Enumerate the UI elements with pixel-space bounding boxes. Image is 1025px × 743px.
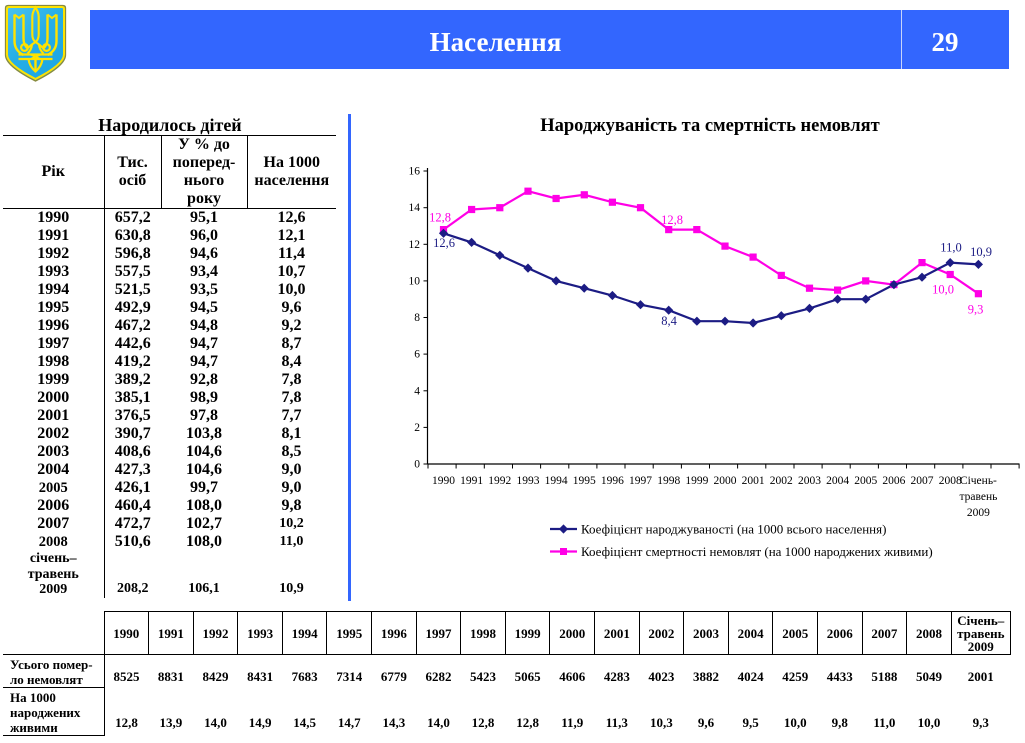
svg-text:1997: 1997 bbox=[629, 475, 652, 487]
svg-text:1996: 1996 bbox=[601, 475, 624, 487]
svg-text:8: 8 bbox=[414, 312, 420, 324]
svg-text:2009: 2009 bbox=[967, 507, 990, 519]
svg-text:2: 2 bbox=[414, 422, 420, 434]
svg-text:1995: 1995 bbox=[573, 475, 596, 487]
svg-text:1991: 1991 bbox=[460, 475, 483, 487]
svg-text:2008: 2008 bbox=[939, 475, 962, 487]
svg-text:12,8: 12,8 bbox=[429, 211, 451, 225]
svg-text:2004: 2004 bbox=[826, 475, 849, 487]
svg-text:16: 16 bbox=[409, 166, 421, 178]
svg-text:12,6: 12,6 bbox=[433, 236, 455, 250]
svg-text:2005: 2005 bbox=[854, 475, 877, 487]
svg-text:2002: 2002 bbox=[770, 475, 793, 487]
svg-text:2006: 2006 bbox=[882, 475, 905, 487]
svg-text:1992: 1992 bbox=[488, 475, 511, 487]
svg-text:2007: 2007 bbox=[911, 475, 934, 487]
svg-text:10: 10 bbox=[409, 275, 421, 287]
svg-text:травень: травень bbox=[959, 491, 997, 503]
svg-text:10,0: 10,0 bbox=[932, 283, 954, 297]
svg-text:Коефіцієнт народжуваності (на: Коефіцієнт народжуваності (на 1000 всьог… bbox=[581, 522, 886, 537]
svg-text:Народжуваність та смертність н: Народжуваність та смертність немовлят bbox=[540, 116, 880, 136]
svg-text:9,3: 9,3 bbox=[968, 303, 984, 317]
svg-text:14: 14 bbox=[409, 202, 421, 214]
svg-text:1990: 1990 bbox=[432, 475, 455, 487]
svg-text:1999: 1999 bbox=[685, 475, 708, 487]
svg-text:2001: 2001 bbox=[742, 475, 765, 487]
svg-text:1994: 1994 bbox=[545, 475, 568, 487]
svg-text:4: 4 bbox=[414, 385, 420, 397]
svg-text:Коефіцієнт смертності немовлят: Коефіцієнт смертності немовлят (на 1000 … bbox=[581, 544, 933, 559]
svg-text:12: 12 bbox=[409, 239, 421, 251]
svg-text:0: 0 bbox=[414, 459, 420, 471]
svg-text:1998: 1998 bbox=[657, 475, 680, 487]
svg-text:2003: 2003 bbox=[798, 475, 821, 487]
svg-text:10,9: 10,9 bbox=[970, 245, 992, 259]
svg-text:12,8: 12,8 bbox=[661, 213, 683, 227]
svg-text:Січень-: Січень- bbox=[960, 475, 997, 487]
svg-text:8,4: 8,4 bbox=[661, 314, 677, 328]
svg-text:1993: 1993 bbox=[517, 475, 540, 487]
svg-text:2000: 2000 bbox=[714, 475, 737, 487]
svg-text:11,0: 11,0 bbox=[940, 241, 961, 255]
svg-text:6: 6 bbox=[414, 349, 420, 361]
